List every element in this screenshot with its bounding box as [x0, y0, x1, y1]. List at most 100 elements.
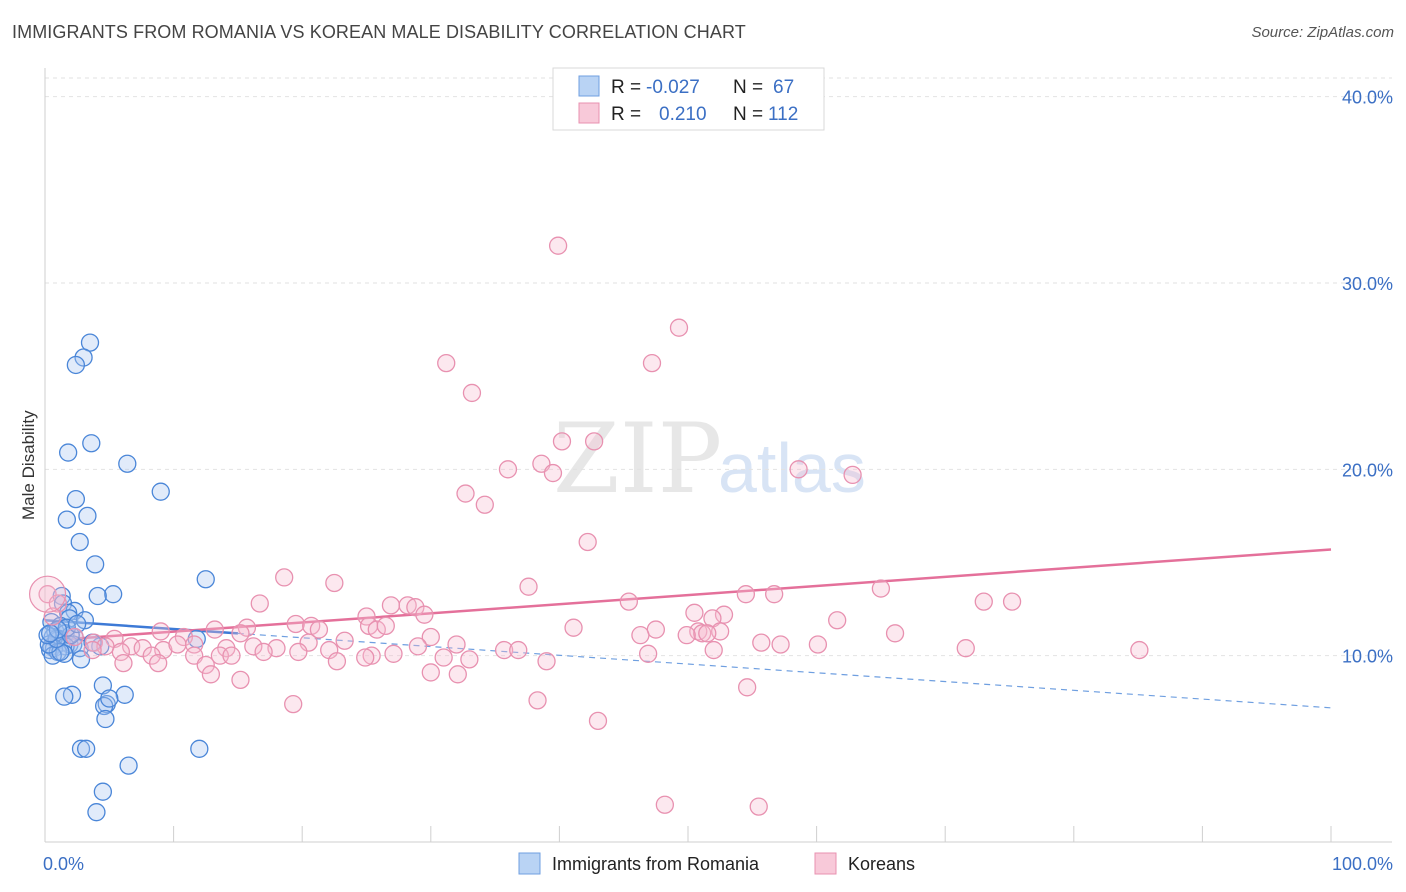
data-point-koreans — [578, 532, 597, 552]
series-koreans-points — [28, 236, 1149, 816]
data-point-koreans — [284, 694, 303, 714]
data-point-koreans — [250, 594, 269, 613]
data-point-koreans — [362, 646, 381, 665]
data-point-romania — [57, 510, 77, 529]
data-point-romania — [104, 585, 123, 604]
data-point-koreans — [669, 318, 689, 337]
bottom-legend-label-romania: Immigrants from Romania — [552, 854, 760, 874]
data-point-koreans — [421, 627, 440, 647]
data-point-koreans — [843, 465, 862, 485]
data-point-koreans — [655, 795, 675, 814]
data-point-koreans — [142, 646, 161, 665]
data-point-romania — [151, 482, 170, 501]
legend-n-value-romania: 67 — [773, 77, 794, 98]
data-point-romania — [119, 756, 138, 775]
data-point-romania — [77, 739, 96, 758]
series-romania-points — [38, 333, 215, 822]
data-point-koreans — [528, 691, 547, 710]
data-point-romania — [96, 709, 115, 729]
data-point-koreans — [736, 585, 756, 604]
data-point-romania — [196, 570, 215, 589]
data-point-koreans — [974, 592, 993, 611]
data-point-koreans — [871, 579, 891, 598]
data-point-koreans — [367, 620, 386, 639]
data-point-koreans — [698, 624, 717, 643]
data-point-romania — [66, 355, 86, 375]
data-point-koreans — [765, 585, 784, 604]
data-point-koreans — [205, 620, 224, 639]
data-point-koreans — [151, 622, 170, 641]
data-point-romania — [86, 555, 105, 574]
y-tick-label: 30.0% — [1342, 274, 1393, 294]
data-point-koreans — [738, 678, 757, 697]
legend-swatch-romania — [578, 75, 600, 97]
data-point-koreans — [254, 642, 273, 662]
data-point-koreans — [437, 353, 456, 373]
x-tick-label: 0.0% — [43, 854, 84, 874]
y-axis-title: Male Disability — [19, 410, 38, 520]
data-point-romania — [57, 618, 77, 637]
data-point-koreans — [244, 637, 263, 656]
data-point-koreans — [588, 711, 608, 731]
data-point-koreans — [174, 627, 194, 647]
data-point-koreans — [460, 650, 479, 669]
data-point-koreans — [196, 655, 215, 675]
data-point-romania — [40, 624, 60, 643]
data-point-koreans — [325, 573, 344, 593]
data-point-romania — [118, 454, 137, 473]
data-point-koreans — [408, 637, 428, 656]
data-point-romania — [115, 685, 134, 704]
data-point-koreans — [289, 642, 308, 662]
x-tick-label: 100.0% — [1332, 854, 1393, 874]
legend-r-value-romania: -0.027 — [646, 77, 700, 98]
data-point-koreans — [421, 663, 440, 682]
data-point-koreans — [286, 614, 305, 634]
data-point-romania — [87, 803, 106, 822]
data-point-koreans — [381, 596, 401, 615]
data-point-koreans — [677, 626, 696, 645]
data-point-koreans — [122, 637, 141, 656]
legend-r-label-koreans: R = — [611, 104, 641, 125]
data-point-koreans — [638, 644, 658, 663]
data-point-koreans — [519, 577, 538, 596]
data-point-romania — [58, 443, 78, 462]
data-point-koreans — [335, 631, 354, 650]
data-point-koreans — [384, 644, 403, 663]
axes: 10.0% 20.0% 30.0% 40.0% 0.0% 100.0% — [43, 68, 1393, 874]
data-point-koreans — [222, 646, 241, 665]
data-point-romania — [100, 689, 119, 708]
data-point-koreans — [619, 592, 638, 611]
bottom-legend-swatch-romania — [518, 852, 541, 875]
data-point-koreans — [462, 383, 482, 403]
data-point-koreans — [509, 640, 528, 660]
data-point-koreans — [537, 652, 556, 671]
data-point-koreans — [231, 624, 250, 643]
bottom-legend: Immigrants from Romania Koreans — [518, 852, 915, 875]
data-point-koreans — [168, 635, 187, 654]
data-point-koreans — [564, 618, 583, 637]
data-point-koreans — [584, 432, 604, 451]
data-point-koreans — [543, 463, 563, 483]
data-point-romania — [70, 532, 89, 552]
data-point-koreans — [376, 616, 395, 635]
data-point-koreans — [456, 484, 475, 503]
y-tick-label: 20.0% — [1342, 460, 1393, 480]
data-point-koreans — [83, 640, 102, 660]
data-point-koreans — [111, 642, 131, 662]
data-point-koreans — [885, 624, 905, 643]
data-point-koreans — [1002, 592, 1022, 611]
data-point-koreans — [275, 568, 294, 587]
data-point-koreans-large — [28, 575, 67, 613]
legend-n-value-koreans: 112 — [768, 104, 798, 125]
data-point-koreans — [494, 640, 514, 660]
data-point-koreans — [231, 670, 250, 690]
data-point-romania — [38, 626, 57, 645]
data-point-koreans — [548, 236, 568, 255]
data-point-romania — [71, 739, 91, 758]
data-point-koreans — [642, 353, 662, 373]
legend-r-value-koreans: 0.210 — [659, 104, 707, 125]
trend-line-romania-dashed — [237, 632, 1332, 709]
watermark-atlas: atlas — [718, 429, 866, 507]
data-point-koreans — [749, 797, 768, 816]
data-point-romania — [66, 489, 86, 509]
